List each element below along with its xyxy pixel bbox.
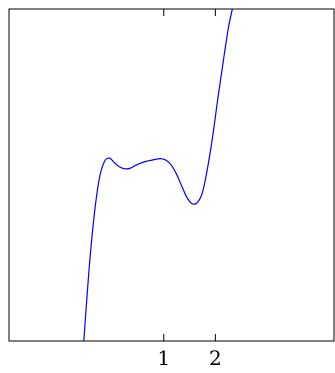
x-tick-label-2: 2 xyxy=(209,346,222,370)
x-tick-label-1: 1 xyxy=(157,346,170,370)
series-line-0 xyxy=(83,9,233,341)
series-layer xyxy=(83,9,233,341)
plot-frame xyxy=(8,8,335,342)
